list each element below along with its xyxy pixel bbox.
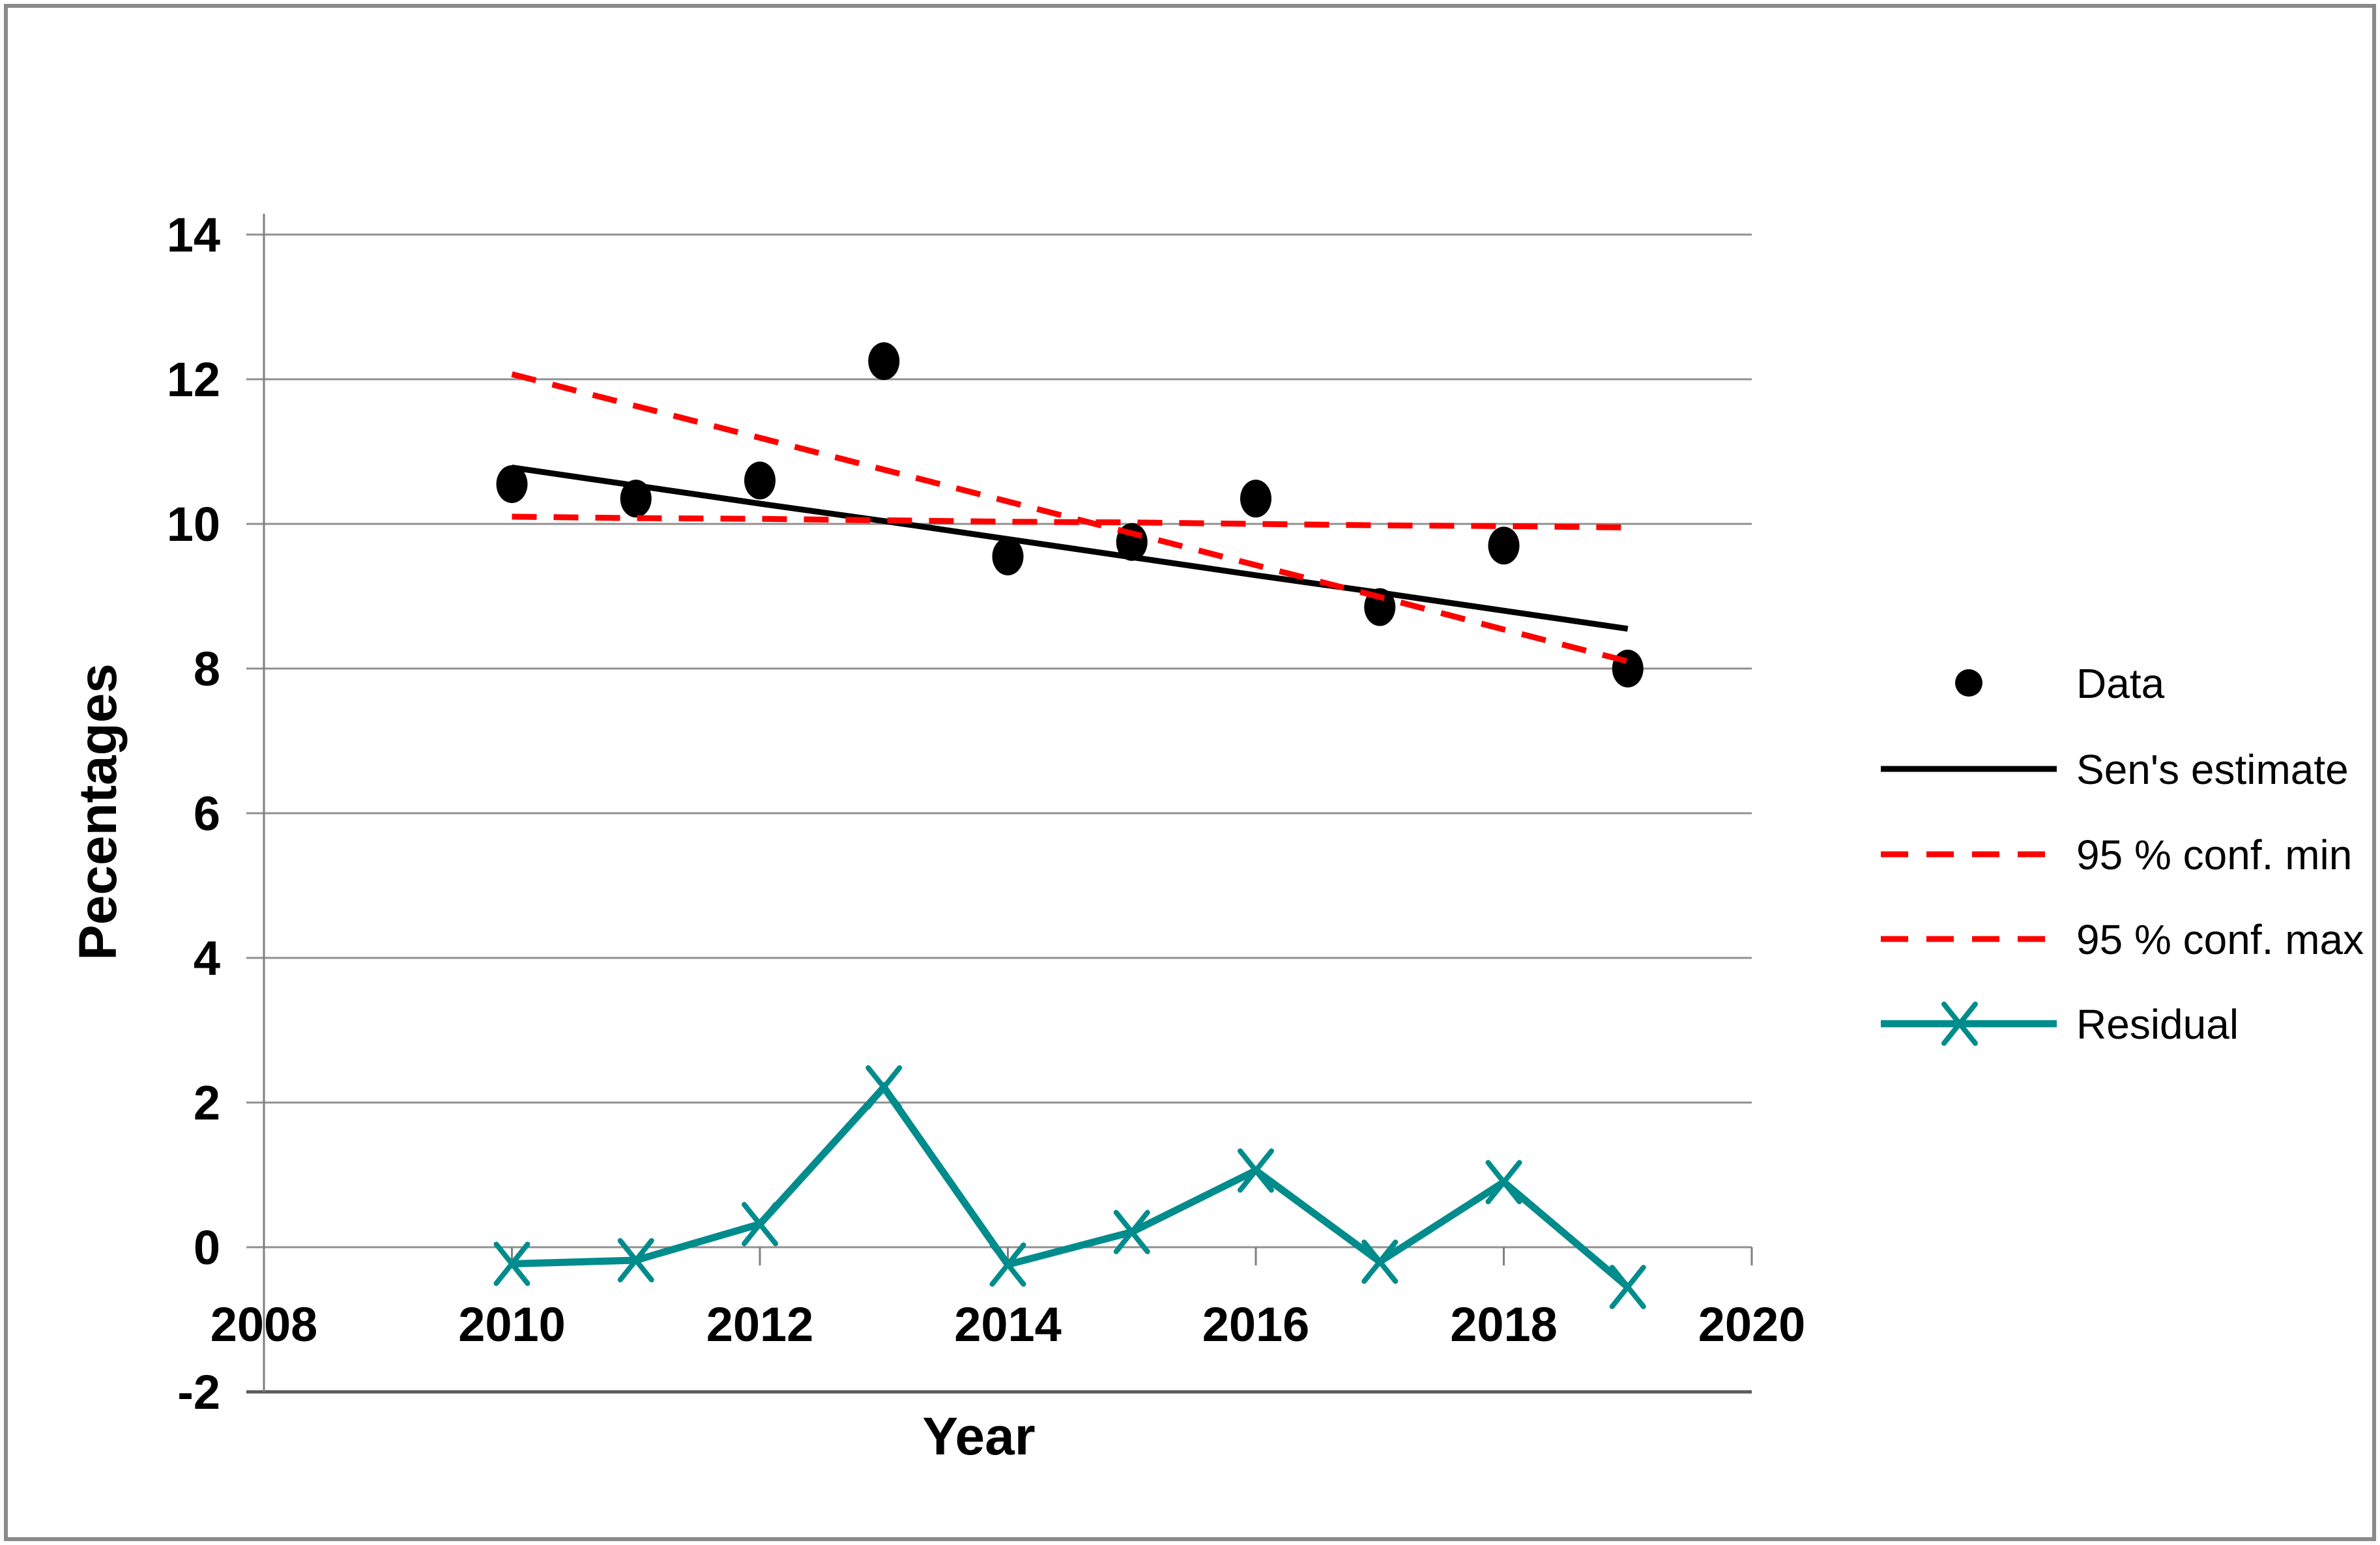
y-tick-label: -2: [177, 1365, 220, 1419]
data-point: [992, 537, 1024, 575]
residual-x-marker: [1361, 1239, 1399, 1284]
legend-item: Sen's estimate: [1881, 746, 2349, 793]
series-residual: [493, 1065, 1646, 1310]
y-tick-label: 2: [194, 1076, 220, 1130]
y-tick-label: 10: [167, 497, 220, 551]
legend: Data Sen's estimate 95 % conf. min 95 % con…: [1881, 660, 2364, 1048]
residual-x-marker: [1113, 1209, 1150, 1254]
residual-x-marker: [1609, 1265, 1646, 1310]
legend-item: 95 % conf. max: [1881, 916, 2364, 963]
series-line: [512, 513, 1628, 531]
y-tick-label: 12: [167, 353, 220, 407]
series-layer: [493, 342, 1646, 1310]
x-tick-label: 2012: [706, 1297, 814, 1351]
data-point: [1488, 527, 1520, 565]
y-tick-label: 6: [194, 787, 220, 841]
residual-x-marker: [617, 1237, 654, 1282]
series-line: [511, 464, 1629, 632]
legend-label: 95 % conf. min: [2076, 831, 2352, 878]
residual-x-marker: [865, 1065, 903, 1110]
data-point: [1240, 480, 1271, 518]
legend-label: Data: [2076, 660, 2165, 707]
legend-label: 95 % conf. max: [2076, 916, 2364, 963]
data-point: [1612, 650, 1644, 687]
x-tick-label: 2016: [1202, 1297, 1310, 1351]
y-tick-label: 0: [194, 1220, 220, 1275]
gridlines-layer: [246, 233, 1752, 1394]
series-95-conf-max: [511, 371, 1629, 665]
x-axis-title: Year: [922, 1407, 1035, 1466]
series-sen-s-estimate: [511, 464, 1629, 632]
y-tick-label: 4: [194, 931, 220, 985]
x-tick-label: 2014: [954, 1297, 1062, 1351]
y-tick-label: 14: [167, 208, 220, 262]
data-point: [744, 461, 776, 500]
legend-label: Residual: [2076, 1001, 2239, 1048]
y-tick-label: 8: [194, 642, 220, 696]
axes-layer: [263, 214, 1753, 1392]
x-tick-label: 2008: [210, 1297, 318, 1351]
legend-item: 95 % conf. min: [1881, 831, 2352, 878]
residual-x-marker: [742, 1202, 778, 1247]
series-data: [496, 342, 1644, 687]
x-tick-label: 2020: [1698, 1297, 1806, 1351]
x-tick-label: 2018: [1450, 1297, 1558, 1351]
series-95-conf-min: [512, 513, 1628, 531]
residual-x-marker: [1238, 1148, 1274, 1193]
legend-item: Data: [1955, 660, 2165, 707]
legend-label: Sen's estimate: [2076, 746, 2349, 793]
y-axis-title: Pecentages: [68, 663, 128, 960]
x-tick-label: 2010: [458, 1297, 566, 1351]
residual-x-marker: [1941, 1002, 1978, 1046]
series-line: [512, 1081, 1631, 1290]
residual-x-marker: [1485, 1160, 1522, 1205]
tick-labels-layer: 14 12 10 8 6 4 2 0 -2 2008 2010 2012 2014 2016 2018 202…: [167, 208, 1806, 1419]
data-point: [868, 342, 900, 381]
legend-dot-marker: [1955, 669, 1982, 697]
figure-border: [4, 4, 2376, 1541]
data-point: [496, 465, 528, 503]
residual-x-marker: [493, 1241, 530, 1286]
legend-item: Residual: [1881, 1001, 2239, 1048]
series-line: [511, 371, 1629, 665]
residual-x-marker: [989, 1242, 1026, 1287]
